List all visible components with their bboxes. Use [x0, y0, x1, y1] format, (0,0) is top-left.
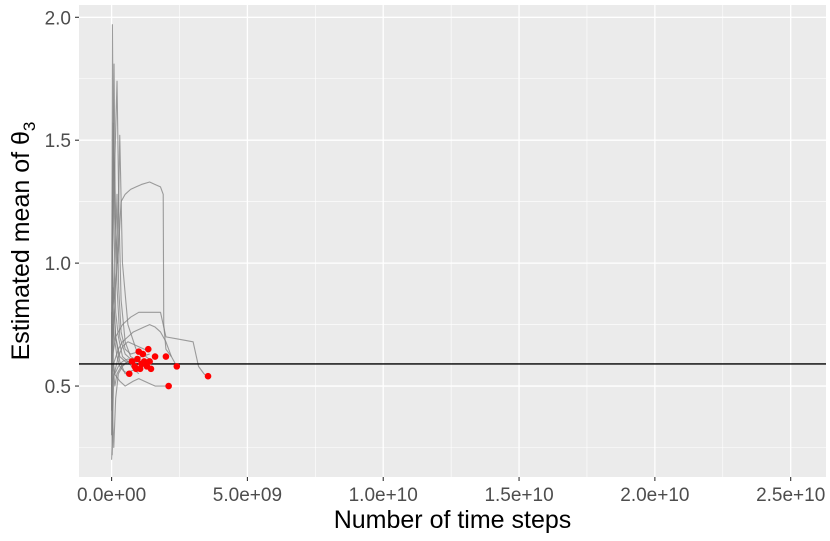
- trace-line: [111, 181, 172, 362]
- endpoint-point: [151, 353, 159, 360]
- y-tick-label: 0.5: [45, 377, 71, 398]
- plot-panel: [79, 5, 826, 477]
- axes: 0.0e+00 5.0e+09 1.0e+10 1.5e+10 2.0e+10 2.5e+…: [45, 8, 826, 506]
- x-tick-label: 2.0e+10: [620, 485, 689, 506]
- trace-line: [111, 341, 150, 387]
- endpoint-point: [128, 358, 136, 365]
- y-axis-title: Estimated mean of θ3: [7, 122, 39, 361]
- endpoint-point: [125, 370, 133, 378]
- y-axis-title-main: Estimated mean of θ: [7, 131, 35, 360]
- trace-line: [111, 122, 153, 387]
- endpoint-markers: [125, 345, 212, 390]
- grid-minor: [79, 5, 826, 477]
- grid-major: [79, 5, 826, 477]
- trace-line: [111, 311, 208, 377]
- endpoint-point: [165, 382, 172, 390]
- endpoint-point: [139, 350, 147, 358]
- endpoint-point: [146, 358, 153, 365]
- x-tick-label: 0.0e+00: [77, 485, 146, 506]
- x-tick-label: 1.0e+10: [349, 485, 418, 506]
- endpoint-point: [204, 372, 212, 380]
- endpoint-point: [173, 363, 181, 370]
- trace-line: [111, 361, 169, 387]
- x-axis-title: Number of time steps: [334, 506, 572, 534]
- y-tick-label: 1.5: [45, 131, 71, 152]
- endpoint-point: [147, 365, 155, 373]
- endpoint-point: [162, 353, 170, 360]
- x-tick-label: 5.0e+09: [213, 485, 282, 506]
- trace-line: [111, 324, 178, 374]
- endpoint-point: [144, 345, 152, 353]
- y-axis-title-subscript: 3: [20, 122, 39, 131]
- x-tick-label: 2.5e+10: [756, 485, 825, 506]
- endpoint-point: [140, 358, 148, 365]
- x-tick-label: 1.5e+10: [484, 485, 553, 506]
- endpoint-point: [134, 355, 141, 363]
- y-tick-label: 2.0: [45, 8, 71, 29]
- y-tick-label: 1.0: [45, 254, 71, 275]
